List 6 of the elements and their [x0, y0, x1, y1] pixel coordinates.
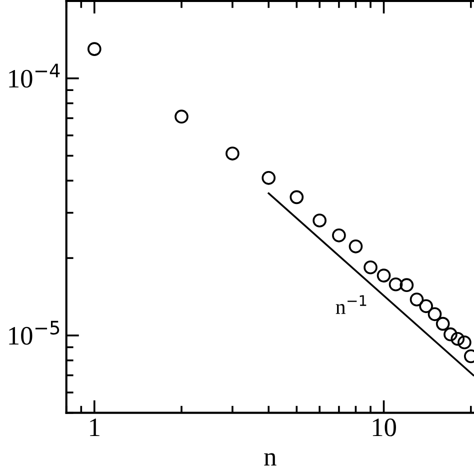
x-tick-label: 1	[90, 418, 100, 436]
x-tick-label: 10	[372, 418, 396, 436]
annotation: n$^{−1}$	[336, 295, 366, 314]
x-axis-title: n	[264, 453, 276, 466]
y-tick-label: 10$^{−4}$	[9, 64, 60, 88]
y-tick-label: 10$^{−5}$	[9, 320, 60, 345]
